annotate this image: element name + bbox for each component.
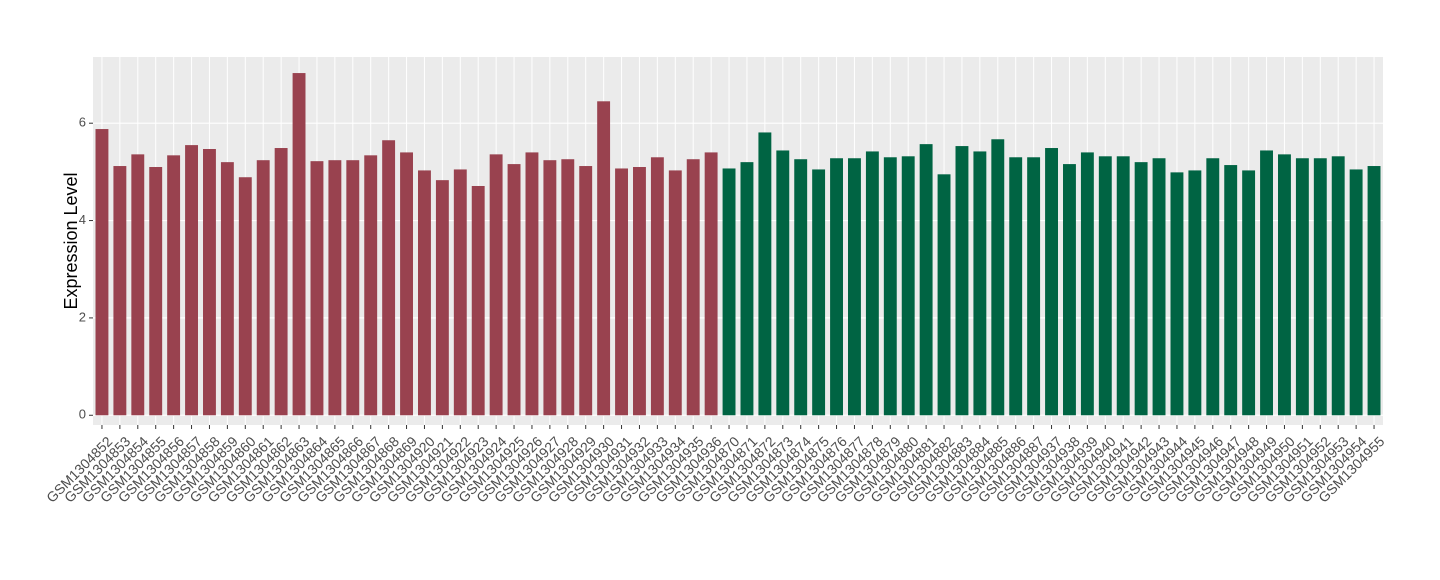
bar <box>740 162 754 416</box>
bar <box>1080 152 1094 416</box>
bar <box>1242 170 1256 416</box>
bar <box>310 161 324 416</box>
bar <box>758 132 772 416</box>
bar <box>435 180 449 416</box>
bar <box>1313 158 1327 416</box>
bar <box>1367 166 1381 416</box>
bar <box>615 168 628 416</box>
bar <box>883 157 897 416</box>
bar <box>812 169 826 416</box>
bar <box>471 185 485 416</box>
bar <box>507 164 521 416</box>
bar <box>973 151 987 416</box>
bar <box>238 177 252 416</box>
bar <box>274 148 288 416</box>
bar <box>633 167 646 416</box>
bar <box>561 159 575 416</box>
panel <box>93 57 1383 425</box>
bar <box>400 152 413 416</box>
bar <box>1045 148 1058 416</box>
bar <box>991 139 1005 416</box>
bar <box>489 154 503 416</box>
bar <box>1349 169 1363 416</box>
bar <box>1170 172 1184 416</box>
bar <box>203 149 216 416</box>
bar <box>543 160 557 416</box>
bar <box>256 160 270 416</box>
bar <box>1116 156 1130 416</box>
bar <box>1188 170 1202 416</box>
bar <box>668 170 682 416</box>
bar <box>776 150 790 416</box>
bar <box>525 152 539 416</box>
bar <box>579 166 593 416</box>
bar <box>1224 165 1238 416</box>
y-tick-label: 0 <box>79 407 86 422</box>
bar <box>364 155 378 416</box>
bar <box>937 174 951 416</box>
y-tick-label: 4 <box>79 212 86 227</box>
bar <box>722 168 736 416</box>
bar <box>901 156 915 416</box>
bar <box>1278 154 1291 416</box>
bar <box>794 159 808 416</box>
bar <box>848 158 861 416</box>
bar <box>1295 158 1309 416</box>
bar <box>131 154 145 416</box>
bar <box>704 152 718 416</box>
y-axis-label: Expression Level <box>61 172 81 309</box>
bar <box>597 101 611 416</box>
bar <box>220 162 234 416</box>
bar <box>830 158 843 416</box>
bar <box>453 169 467 416</box>
bar <box>1009 157 1023 416</box>
bar <box>919 144 933 416</box>
bar <box>1260 150 1273 416</box>
bar <box>418 170 431 416</box>
bar <box>1027 157 1041 416</box>
bar <box>328 160 342 416</box>
bar <box>865 151 879 416</box>
bar <box>1331 156 1345 416</box>
y-tick-label: 2 <box>79 309 86 324</box>
bar <box>167 155 181 416</box>
bar <box>382 140 396 416</box>
bar <box>1206 158 1220 416</box>
bar <box>346 160 360 416</box>
bar <box>1063 164 1076 416</box>
bar <box>1134 162 1148 416</box>
bar <box>955 146 969 416</box>
bar <box>113 166 127 416</box>
y-tick-label: 6 <box>79 115 86 130</box>
bar <box>1098 156 1112 416</box>
bar <box>650 157 664 416</box>
bar <box>95 129 109 416</box>
bar <box>149 167 163 416</box>
bar <box>686 159 700 416</box>
bar <box>185 145 198 416</box>
bar <box>1152 158 1166 416</box>
bar <box>292 73 306 416</box>
